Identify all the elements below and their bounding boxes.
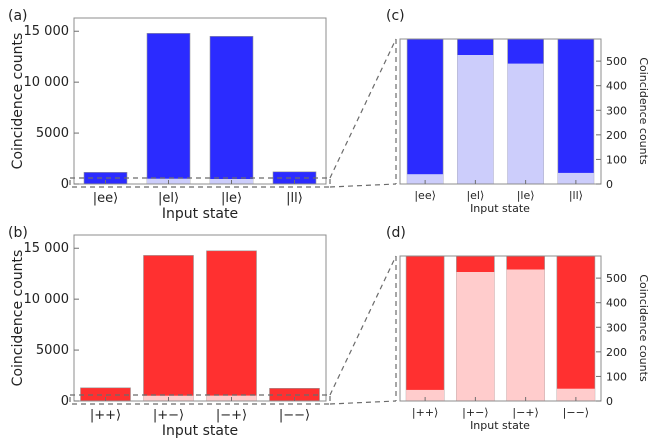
panel-label: (d) [386, 225, 406, 241]
zoom-box [69, 177, 331, 188]
y-tick-label: 0 [61, 394, 69, 409]
x-tick-label: |le⟩ [221, 191, 242, 206]
bar-series0-2 [209, 35, 254, 185]
y-axis-title: Coincidence counts [637, 57, 648, 165]
y-tick-label: 5000 [36, 343, 69, 358]
bar-series1-1 [456, 272, 495, 401]
bar-series1-2 [506, 269, 545, 401]
x-tick-label: |le⟩ [517, 189, 535, 202]
y-tick-label: 500 [606, 55, 627, 68]
x-tick-label: |−−⟩ [563, 406, 589, 419]
chart-panel-0: 0 5000 10 000 15 000 |ee⟩ |el⟩ |le⟩ |ll⟩ Input s… [8, 8, 327, 222]
x-axis-title: Input state [470, 419, 530, 432]
bar-series0-0 [406, 38, 444, 185]
bar-series0-1 [143, 255, 194, 402]
y-tick-label: 300 [606, 104, 627, 117]
y-tick-label: 0 [606, 178, 613, 191]
y-tick-label: 200 [606, 129, 627, 142]
chart-panel-3: 0 100 200 300 400 500 |++⟩ |+−⟩ |−+⟩ |−−⟩ Input st… [386, 225, 648, 432]
y-tick-label: 500 [606, 272, 627, 285]
y-tick-label: 0 [606, 395, 613, 408]
bar-series0-2 [206, 250, 257, 402]
x-tick-label: |−−⟩ [279, 408, 310, 423]
x-tick-label: |ee⟩ [414, 189, 436, 202]
plot-frame [73, 234, 327, 402]
x-tick-label: |el⟩ [158, 191, 179, 206]
y-tick-label: 5000 [36, 126, 69, 141]
x-tick-label: |ll⟩ [569, 189, 583, 202]
x-tick-label: |ll⟩ [286, 191, 303, 206]
y-tick-label: 10 000 [24, 75, 70, 90]
bar-series1-3 [557, 172, 594, 184]
zoom-box [69, 394, 331, 405]
y-axis-title: Coincidence counts [10, 33, 26, 170]
bar-series1-0 [407, 174, 444, 184]
x-axis-title: Input state [162, 423, 238, 439]
x-tick-label: |++⟩ [90, 408, 121, 423]
y-tick-label: 300 [606, 321, 627, 334]
x-axis-title: Input state [162, 206, 238, 222]
zoom-indicator [69, 38, 397, 188]
zoom-indicator [69, 255, 397, 405]
panel-label: (b) [8, 225, 28, 241]
bar-series1-0 [406, 389, 445, 401]
x-tick-label: |++⟩ [412, 406, 438, 419]
x-tick-label: |el⟩ [466, 189, 484, 202]
plot-frame [73, 17, 327, 185]
panel-label: (a) [8, 8, 28, 24]
y-axis-title: Coincidence counts [10, 250, 26, 387]
bar-series0-3 [557, 38, 595, 185]
x-tick-label: |−+⟩ [216, 408, 247, 423]
bar-series0-0 [405, 255, 445, 402]
y-tick-label: 100 [606, 153, 627, 166]
y-tick-label: 200 [606, 346, 627, 359]
bar-series0-1 [146, 32, 191, 185]
zoom-connector [329, 38, 397, 179]
y-tick-label: 10 000 [24, 292, 70, 307]
y-tick-label: 400 [606, 80, 627, 93]
y-tick-label: 15 000 [24, 241, 70, 256]
zoom-connector [329, 255, 397, 396]
chart-panel-2: 0 5000 10 000 15 000 |++⟩ |+−⟩ |−+⟩ |−−⟩ Input s… [8, 225, 327, 439]
x-tick-label: |ee⟩ [93, 191, 118, 206]
y-tick-label: 15 000 [24, 24, 70, 39]
bar-series1-2 [507, 63, 544, 184]
panel-label: (c) [386, 8, 405, 24]
x-tick-label: |+−⟩ [462, 406, 488, 419]
y-axis-title: Coincidence counts [637, 274, 648, 382]
x-axis-title: Input state [470, 202, 530, 215]
bar-series1-3 [556, 388, 595, 401]
y-tick-label: 100 [606, 370, 627, 383]
bar-series1-1 [457, 55, 494, 184]
x-tick-label: |+−⟩ [153, 408, 184, 423]
y-tick-label: 400 [606, 297, 627, 310]
plot-frame [399, 255, 602, 402]
zoom-connector [329, 400, 397, 405]
zoom-connector [329, 183, 397, 188]
chart-panel-1: 0 100 200 300 400 500 |ee⟩ |el⟩ |le⟩ |ll⟩ Input st… [386, 8, 648, 215]
x-tick-label: |−+⟩ [512, 406, 538, 419]
y-tick-label: 0 [61, 177, 69, 192]
bar-series0-3 [556, 255, 596, 402]
plot-frame [399, 38, 602, 185]
